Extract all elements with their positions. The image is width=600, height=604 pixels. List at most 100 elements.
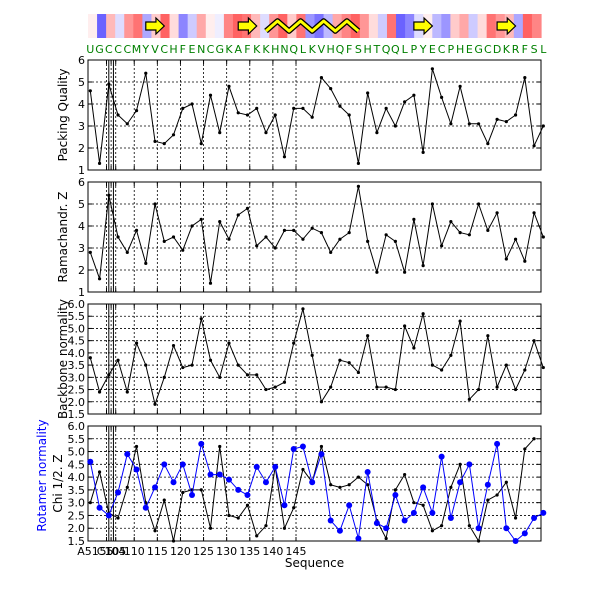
data-point bbox=[245, 503, 250, 507]
ribbon-cell bbox=[486, 14, 497, 38]
y-tick-label: 6.0 bbox=[68, 298, 86, 311]
data-point bbox=[504, 120, 508, 124]
data-point bbox=[181, 365, 185, 370]
data-point bbox=[218, 375, 222, 379]
data-point bbox=[523, 447, 527, 451]
data-point bbox=[347, 483, 351, 487]
sequence-letter: L bbox=[540, 43, 547, 56]
ribbon-cell bbox=[368, 14, 379, 38]
ribbon-cell bbox=[133, 14, 143, 38]
data-point bbox=[476, 122, 481, 126]
data-point bbox=[366, 91, 370, 95]
sequence-letter: Q bbox=[336, 43, 345, 56]
ribbon-cell bbox=[396, 14, 406, 38]
x-tick-label: 55 bbox=[99, 545, 113, 558]
data-point bbox=[412, 346, 416, 350]
data-point bbox=[458, 462, 462, 466]
data-point bbox=[466, 461, 473, 468]
data-point bbox=[375, 270, 379, 274]
data-point bbox=[449, 353, 453, 357]
data-point bbox=[429, 509, 436, 516]
data-point bbox=[458, 231, 462, 235]
data-point bbox=[245, 373, 250, 377]
sequence-letter: N bbox=[197, 43, 205, 56]
data-point bbox=[116, 113, 120, 117]
ribbon-cell bbox=[432, 14, 442, 38]
data-point bbox=[96, 504, 103, 511]
data-point bbox=[216, 471, 223, 478]
data-point bbox=[235, 486, 242, 493]
data-point bbox=[292, 106, 296, 110]
data-point bbox=[486, 142, 490, 146]
y-axis-label: Ramachandr. Z bbox=[56, 192, 70, 283]
ribbon-cell bbox=[187, 14, 198, 38]
ribbon-cell bbox=[359, 14, 370, 38]
data-point bbox=[301, 467, 305, 472]
data-point bbox=[255, 373, 259, 377]
data-point bbox=[142, 504, 149, 511]
ribbon-cell bbox=[124, 14, 134, 38]
data-point bbox=[403, 324, 407, 328]
data-point bbox=[299, 443, 306, 450]
data-point bbox=[133, 466, 140, 473]
data-point bbox=[301, 307, 305, 311]
data-point bbox=[88, 356, 92, 360]
ribbon-cell bbox=[531, 14, 542, 38]
sequence-letter: S bbox=[531, 43, 538, 56]
sequence-letter: Q bbox=[391, 43, 400, 56]
data-point bbox=[540, 509, 547, 516]
data-point bbox=[171, 539, 176, 543]
ribbon-cell bbox=[205, 14, 216, 38]
data-point bbox=[440, 368, 444, 372]
data-point bbox=[430, 529, 434, 533]
data-point bbox=[513, 237, 518, 241]
y-tick-label: 3.5 bbox=[68, 484, 86, 497]
data-point bbox=[513, 387, 518, 392]
data-point bbox=[504, 257, 508, 261]
data-point bbox=[458, 319, 462, 323]
data-point bbox=[541, 365, 545, 370]
data-point bbox=[440, 524, 444, 528]
y-tick-label: 3.5 bbox=[68, 359, 86, 372]
data-point bbox=[181, 490, 185, 495]
y-axis-label: Packing Quality bbox=[56, 69, 70, 162]
y-tick-label: 5.0 bbox=[68, 322, 86, 335]
y-tick-label: 2.5 bbox=[68, 509, 86, 522]
strand-arrow bbox=[237, 16, 258, 36]
data-point bbox=[346, 502, 353, 509]
strand-arrow bbox=[496, 16, 517, 36]
sequence-letter: K bbox=[309, 43, 317, 56]
sequence-letter: C bbox=[484, 43, 492, 56]
data-point bbox=[162, 239, 166, 243]
data-point bbox=[273, 113, 277, 117]
ribbon-cell bbox=[169, 14, 180, 38]
data-point bbox=[421, 264, 425, 268]
data-point bbox=[181, 248, 185, 252]
ribbon-cell bbox=[468, 14, 479, 38]
data-point bbox=[532, 437, 536, 441]
sequence-letter: Y bbox=[419, 43, 427, 56]
data-point bbox=[504, 363, 508, 367]
sequence-letter: E bbox=[189, 43, 196, 56]
data-point bbox=[227, 341, 231, 345]
data-point bbox=[171, 235, 176, 239]
sequence-letter: L bbox=[300, 43, 307, 56]
strand-arrow bbox=[145, 16, 166, 36]
series-line bbox=[89, 186, 544, 284]
data-point bbox=[227, 84, 231, 88]
x-tick-label: 105 bbox=[105, 545, 126, 558]
sequence-letter: Y bbox=[141, 43, 149, 56]
data-point bbox=[541, 124, 545, 128]
data-point bbox=[440, 244, 444, 248]
data-point bbox=[503, 525, 510, 532]
data-point bbox=[171, 343, 176, 348]
data-point bbox=[393, 387, 397, 392]
sequence-letter: K bbox=[253, 43, 261, 56]
data-point bbox=[199, 217, 203, 221]
y-tick-label: 6 bbox=[78, 176, 85, 189]
y-tick-label: 1.5 bbox=[68, 535, 86, 548]
ribbon-cell bbox=[477, 14, 488, 38]
data-point bbox=[162, 498, 166, 502]
data-point bbox=[264, 131, 268, 135]
